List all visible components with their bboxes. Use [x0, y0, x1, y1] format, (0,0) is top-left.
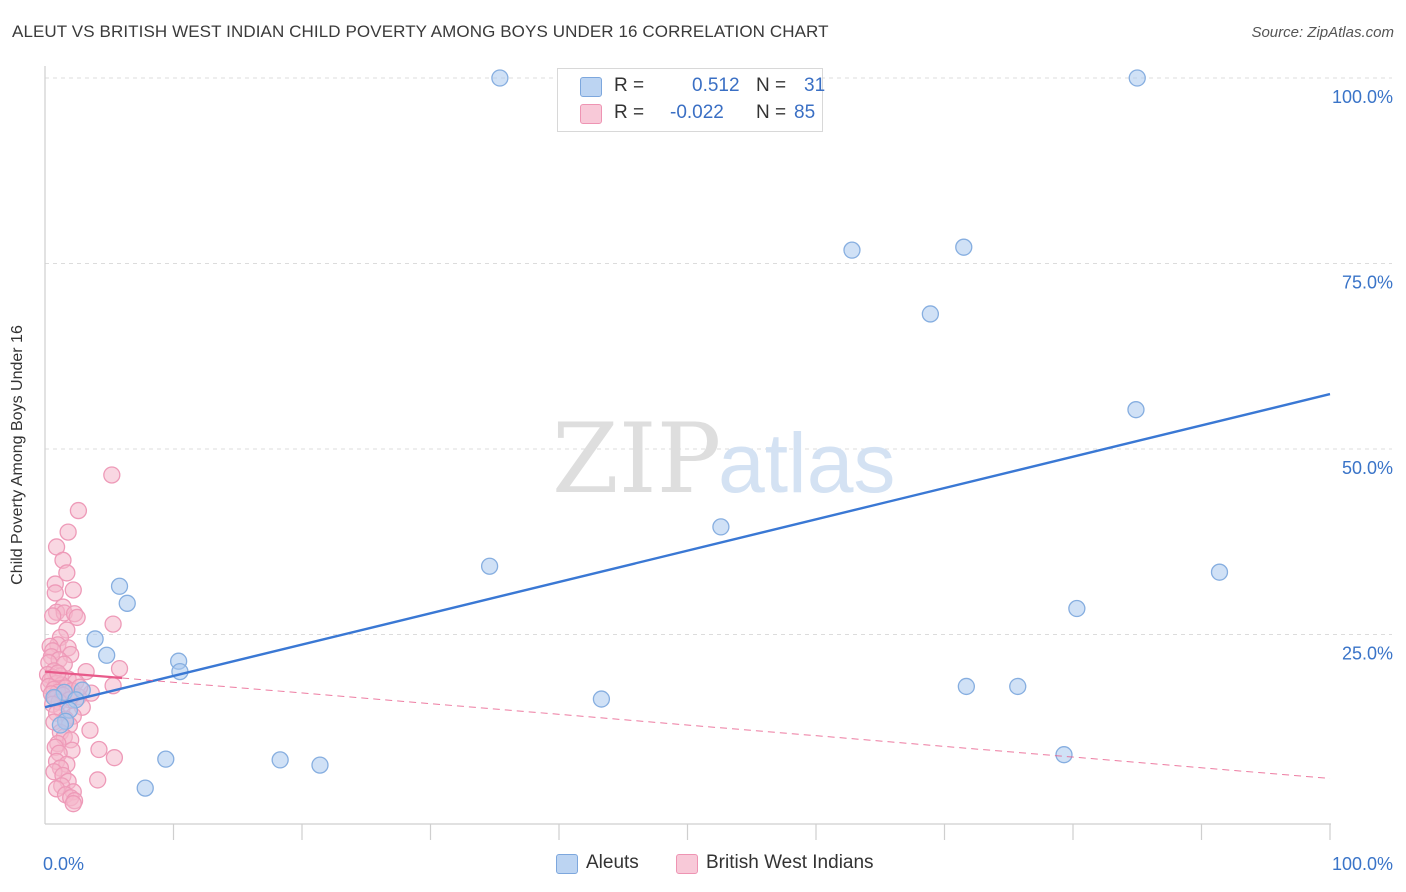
bwi-point [69, 501, 88, 520]
legend-r-label: R = [614, 75, 645, 96]
y-axis-label: Child Poverty Among Boys Under 16 [9, 325, 26, 585]
aleut-point [157, 750, 175, 768]
legend-swatch-bwi [580, 104, 602, 124]
tick-labels: 100.0% 75.0% 50.0% 25.0% 0.0% 100.0% [43, 87, 1393, 874]
aleut-point [118, 594, 136, 612]
bwi-point [103, 466, 121, 484]
aleut-point [171, 662, 189, 681]
trend-lines [44, 392, 1331, 779]
bwi-trend-line-solid [44, 670, 123, 680]
watermark-zip: ZIP [552, 403, 721, 515]
aleut-point [51, 716, 70, 734]
bwi-point [46, 584, 64, 602]
aleut-point [491, 69, 509, 87]
legend-r-label: R = [614, 102, 645, 123]
bwi-point [44, 607, 62, 625]
aleut-point [712, 518, 730, 536]
bwi-point [90, 740, 108, 759]
x-tick-label: 0.0% [43, 854, 84, 874]
x-tick-label: 100.0% [1332, 854, 1393, 874]
bottom-legend-label: Aleuts [586, 852, 639, 873]
bwi-point [58, 564, 76, 582]
bwi-point [59, 523, 77, 541]
bwi-point [104, 615, 122, 633]
bottom-legend-label: British West Indians [706, 852, 874, 873]
aleut-trend-line [44, 392, 1331, 709]
legend-r-value: -0.022 [670, 102, 724, 123]
aleut-point [1127, 401, 1145, 419]
aleut-point [136, 779, 154, 797]
legend-r-value: 0.512 [692, 75, 740, 96]
aleut-point [480, 557, 499, 575]
bwi-point [89, 771, 107, 789]
gridlines [45, 77, 1392, 635]
aleut-point [98, 646, 116, 664]
aleut-point [1128, 69, 1146, 87]
bwi-point [64, 795, 82, 813]
bottom-legend-swatch-bwi [676, 854, 698, 874]
chart-title: ALEUT VS BRITISH WEST INDIAN CHILD POVER… [12, 22, 829, 41]
source-credit: Source: ZipAtlas.com [1251, 24, 1394, 41]
legend-n-label: N = [756, 102, 787, 123]
aleut-point [271, 751, 289, 769]
bwi-trend-line-dashed [122, 677, 1331, 779]
legend-n-label: N = [756, 75, 787, 96]
aleut-point [1068, 599, 1086, 618]
legend-n-value: 85 [794, 102, 816, 123]
y-tick-label: 100.0% [1332, 87, 1393, 107]
aleut-point [1055, 746, 1073, 764]
aleut-point [921, 305, 940, 323]
correlation-legend: R = 0.512 N = 31 R = -0.022 N = 85 [557, 68, 826, 132]
aleut-point [1210, 563, 1229, 581]
bwi-point [105, 749, 124, 767]
aleut-point [86, 630, 104, 648]
aleut-point [311, 756, 329, 774]
aleut-point [592, 690, 611, 708]
aleut-point [110, 577, 129, 595]
legend-swatch-aleuts [580, 77, 602, 97]
bwi-point [110, 659, 129, 678]
bottom-legend-swatch-aleuts [556, 854, 578, 874]
y-tick-label: 25.0% [1342, 644, 1393, 664]
aleut-point [843, 241, 861, 259]
bwi-point [68, 608, 86, 627]
y-tick-label: 75.0% [1342, 273, 1393, 293]
watermark: ZIP atlas [552, 403, 895, 515]
aleut-point [955, 238, 973, 256]
y-tick-label: 50.0% [1342, 458, 1393, 478]
bwi-point [64, 581, 82, 599]
watermark-atlas: atlas [718, 416, 895, 510]
aleut-point [1009, 677, 1027, 696]
aleut-point [957, 677, 975, 696]
bwi-point [81, 721, 99, 739]
legend-n-value: 31 [804, 75, 826, 96]
